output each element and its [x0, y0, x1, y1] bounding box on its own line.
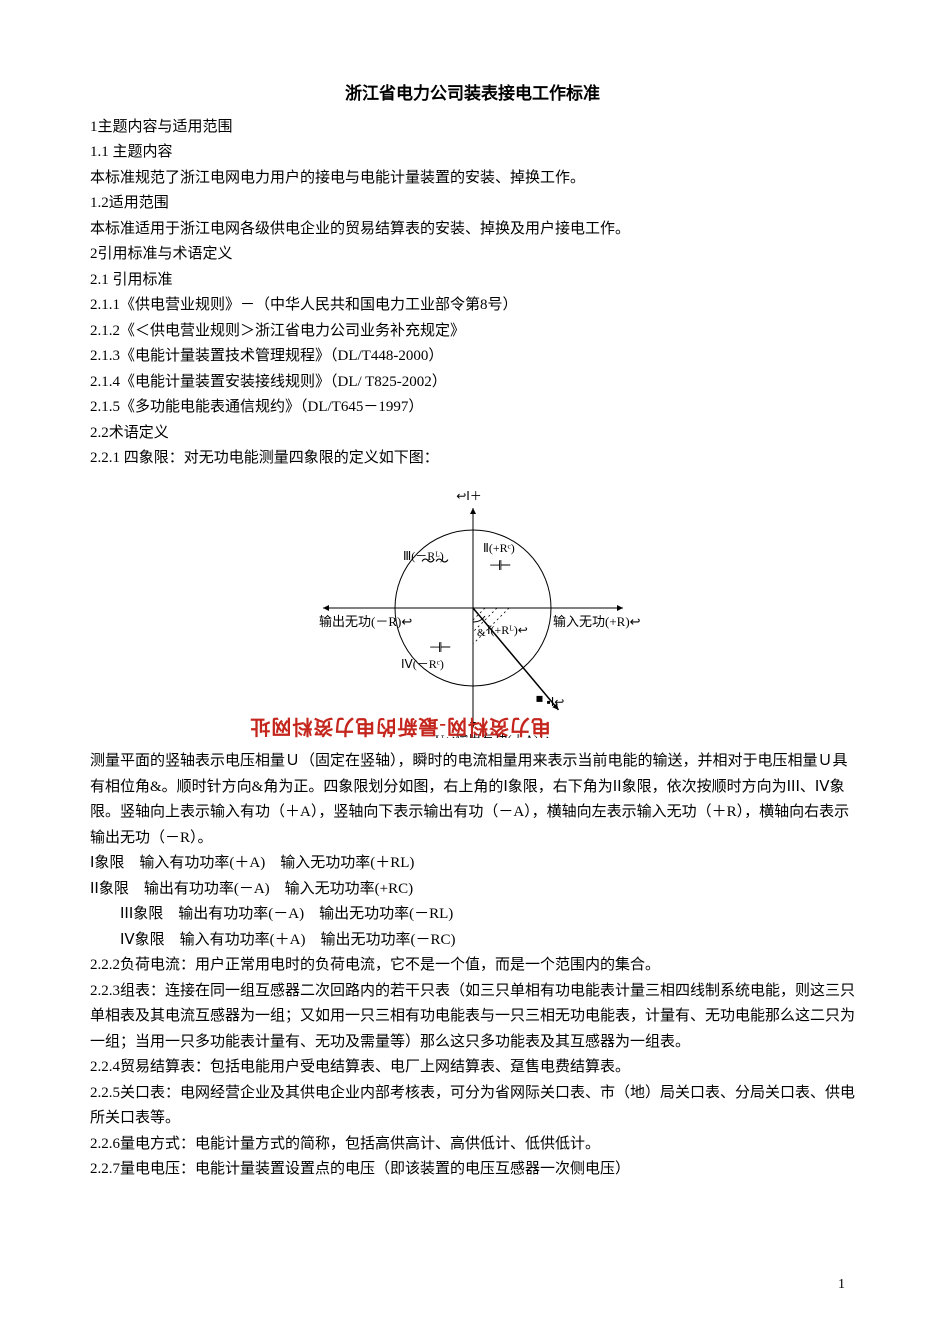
- body-line: 2.2.3组表：连接在同一组互感器二次回路内的若干只表（如三只单相有功电能表计量…: [90, 979, 855, 1056]
- body-line: 2.1.4《电能计量装置安装接线规则》（DL/ T825-2002）: [90, 370, 855, 396]
- body-line: 2引用标准与术语定义: [90, 242, 855, 268]
- body-line: 2.2.2负荷电流：用户正常用电时的负荷电流，它不是一个值，而是一个范围内的集合…: [90, 953, 855, 979]
- svg-text:Ⅰ(+Rᴸ)↩: Ⅰ(+Rᴸ)↩: [487, 623, 528, 637]
- svg-text:电力资料网-最新的电力资料网址: 电力资料网-最新的电力资料网址: [249, 715, 551, 738]
- svg-text:～～: ～～: [421, 555, 449, 570]
- body-line: 2.2.7量电电压：电能计量装置设置点的电压（即该装置的电压互感器一次侧电压）: [90, 1157, 855, 1183]
- body-line: Ⅰ象限 输入有功功率(＋A) 输入无功功率(＋RL): [90, 851, 855, 877]
- document-page: 浙江省电力公司装表接电工作标准 1主题内容与适用范围 1.1 主题内容 本标准规…: [0, 0, 945, 1337]
- svg-text:输出无功(－R)↩: 输出无功(－R)↩: [319, 614, 412, 629]
- body-line: 1.2适用范围: [90, 191, 855, 217]
- page-title: 浙江省电力公司装表接电工作标准: [90, 80, 855, 109]
- quadrant-svg: ▪Ⅰ↩&Ⅱ(+Rᶜ)Ⅲ(－Rᴸ)Ⅰ(+Rᴸ)↩ⅠⅤ(－Rᶜ)⊣⊢⊣⊢～～↩Ⅰ＋输…: [193, 478, 753, 738]
- body-line: 1.1 主题内容: [90, 140, 855, 166]
- four-quadrant-diagram: ▪Ⅰ↩&Ⅱ(+Rᶜ)Ⅲ(－Rᴸ)Ⅰ(+Rᴸ)↩ⅠⅤ(－Rᶜ)⊣⊢⊣⊢～～↩Ⅰ＋输…: [90, 472, 855, 750]
- svg-text:&: &: [477, 627, 486, 639]
- svg-text:⊣⊢: ⊣⊢: [429, 641, 450, 656]
- svg-text:↩Ⅰ＋: ↩Ⅰ＋: [456, 489, 482, 503]
- body-line: 2.1.2《＜供电营业规则＞浙江省电力公司业务补充规定》: [90, 319, 855, 345]
- body-line: 2.2术语定义: [90, 421, 855, 447]
- body-line: ⅠⅠⅠ象限 输出有功功率(－A) 输出无功功率(－RL): [90, 902, 855, 928]
- body-line: 2.2.4贸易结算表：包括电能用户受电结算表、电厂上网结算表、趸售电费结算表。: [90, 1055, 855, 1081]
- page-number: 1: [838, 1273, 845, 1297]
- body-line: 2.2.5关口表：电网经营企业及其供电企业内部考核表，可分为省网际关口表、市（地…: [90, 1081, 855, 1132]
- body-line: 本标准规范了浙江电网电力用户的接电与电能计量装置的安装、掉换工作。: [90, 166, 855, 192]
- body-line: 2.2.1 四象限：对无功电能测量四象限的定义如下图：: [90, 446, 855, 472]
- body-line: 2.1.5《多功能电能表通信规约》（DL/T645－1997）: [90, 395, 855, 421]
- body-line: 测量平面的竖轴表示电压相量Ｕ（固定在竖轴），瞬时的电流相量用来表示当前电能的输送…: [90, 749, 855, 851]
- body-line: 本标准适用于浙江电网各级供电企业的贸易结算表的安装、掉换及用户接电工作。: [90, 217, 855, 243]
- body-line: 2.1.1《供电营业规则》－（中华人民共和国电力工业部令第8号）: [90, 293, 855, 319]
- body-line: ⅠⅠ象限 输出有功功率(－A) 输入无功功率(+RC): [90, 877, 855, 903]
- svg-text:ⅠⅤ(－Rᶜ): ⅠⅤ(－Rᶜ): [401, 657, 444, 671]
- svg-text:输入无功(+R)↩: 输入无功(+R)↩: [553, 614, 641, 629]
- svg-text:⊣⊢: ⊣⊢: [489, 559, 510, 574]
- body-line: ⅠⅤ象限 输入有功功率(＋A) 输出无功功率(－RC): [90, 928, 855, 954]
- svg-text:▪Ⅰ↩: ▪Ⅰ↩: [546, 695, 564, 709]
- body-line: 2.2.6量电方式：电能计量方式的简称，包括高供高计、高供低计、低供低计。: [90, 1132, 855, 1158]
- body-line: 2.1.3《电能计量装置技术管理规程》（DL/T448-2000）: [90, 344, 855, 370]
- svg-text:Ⅱ(+Rᶜ): Ⅱ(+Rᶜ): [483, 541, 515, 555]
- body-line: 2.1 引用标准: [90, 268, 855, 294]
- body-line: 1主题内容与适用范围: [90, 115, 855, 141]
